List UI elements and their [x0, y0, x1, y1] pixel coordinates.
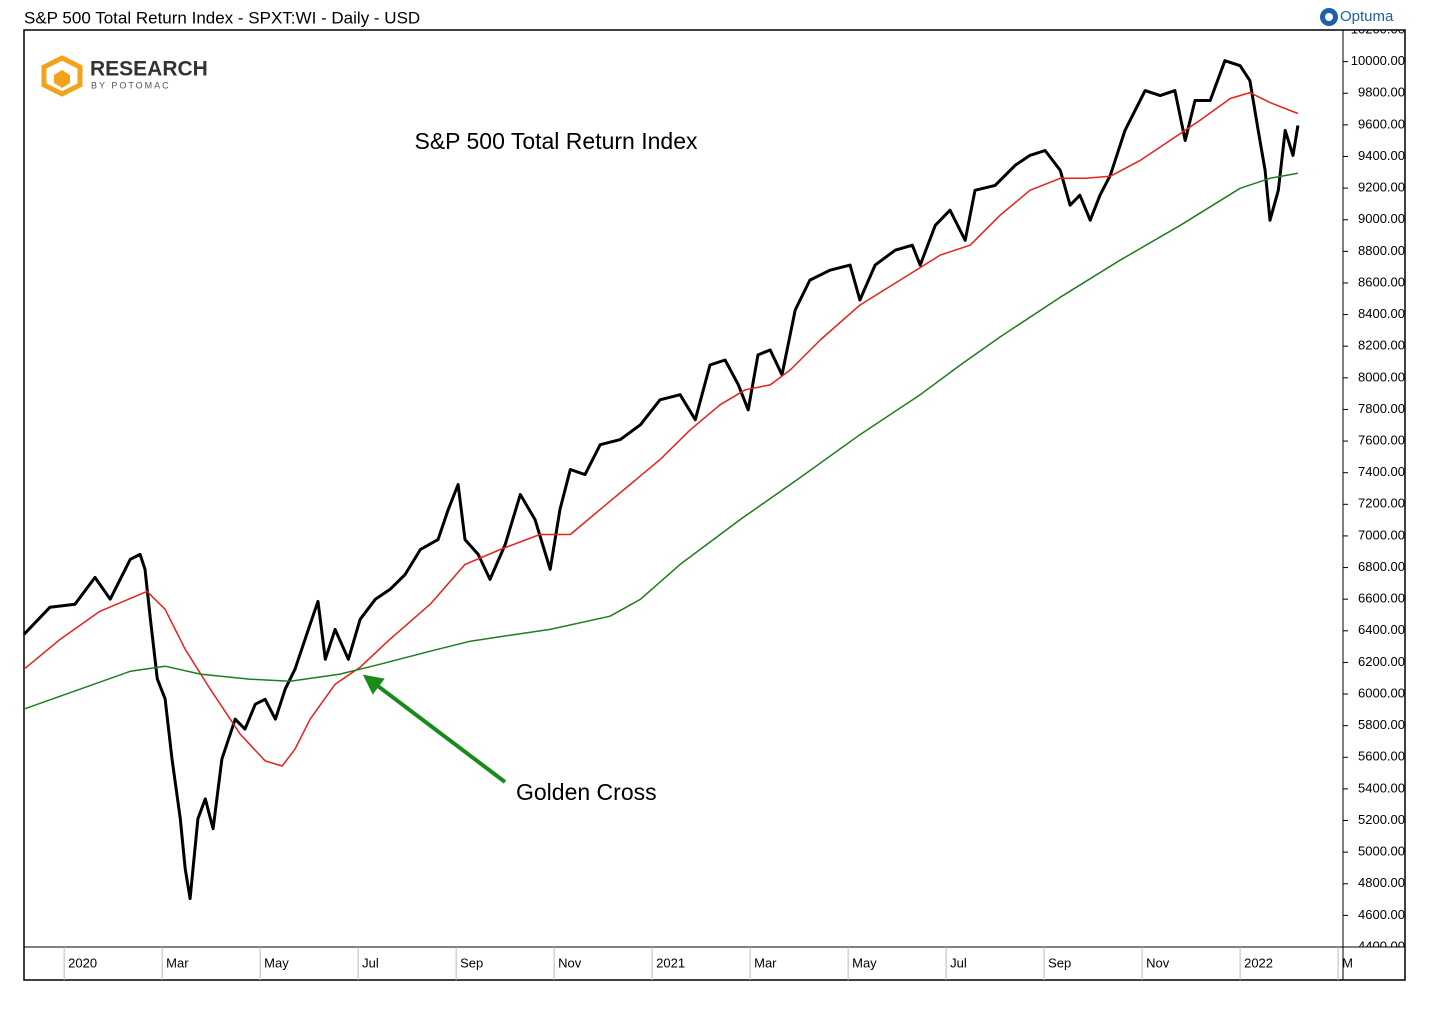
x-tick-label: Nov — [558, 955, 582, 970]
y-tick-label: 7800.00 — [1358, 401, 1405, 416]
moving-average — [23, 172, 1299, 710]
logo: RESEARCH BY POTOMAC — [41, 55, 208, 97]
y-tick-label: 5800.00 — [1358, 717, 1405, 732]
y-tick-label: 5400.00 — [1358, 780, 1405, 795]
y-tick-label: 9400.00 — [1358, 148, 1405, 163]
x-tick-label: Sep — [1048, 955, 1071, 970]
header-title: S&P 500 Total Return Index - SPXT:WI - D… — [24, 8, 420, 27]
x-tick-label: 2021 — [656, 955, 685, 970]
x-tick-label: Sep — [460, 955, 483, 970]
x-tick-label: Nov — [1146, 955, 1170, 970]
y-tick-label: 10200.00 — [1351, 21, 1405, 36]
y-tick-label: 6000.00 — [1358, 685, 1405, 700]
y-tick-label: 5600.00 — [1358, 749, 1405, 764]
x-tick-label: M — [1342, 955, 1353, 970]
annotation-arrow — [362, 674, 507, 784]
y-tick-label: 6400.00 — [1358, 622, 1405, 637]
x-tick-label: May — [852, 955, 877, 970]
y-tick-label: 4400.00 — [1358, 938, 1405, 953]
y-tick-label: 9200.00 — [1358, 180, 1405, 195]
x-tick-label: Mar — [166, 955, 189, 970]
logo-sub: BY POTOMAC — [91, 80, 171, 90]
annotation: Golden Cross — [516, 779, 657, 805]
y-tick-label: 8200.00 — [1358, 338, 1405, 353]
brand: Optuma — [1340, 8, 1394, 25]
x-tick-label: Mar — [754, 955, 777, 970]
y-tick-label: 8000.00 — [1358, 369, 1405, 384]
moving-average — [23, 91, 1299, 767]
y-tick-label: 4600.00 — [1358, 907, 1405, 922]
y-tick-label: 10000.00 — [1351, 53, 1405, 68]
x-tick-label: Jul — [362, 955, 379, 970]
y-tick-label: 7200.00 — [1358, 496, 1405, 511]
chart-title: S&P 500 Total Return Index — [414, 128, 698, 154]
y-tick-label: 8600.00 — [1358, 274, 1405, 289]
y-axis: 4400.00 4600.00 4800.00 5000.00 5200.00 5400.… — [1343, 21, 1405, 953]
x-tick-label: 2020 — [68, 955, 97, 970]
y-tick-label: 7600.00 — [1358, 433, 1405, 448]
y-tick-label: 9000.00 — [1358, 211, 1405, 226]
y-tick-label: 5200.00 — [1358, 812, 1405, 827]
y-tick-label: 9600.00 — [1358, 116, 1405, 131]
x-tick-label: Jul — [950, 955, 967, 970]
y-tick-label: 4800.00 — [1358, 875, 1405, 890]
y-tick-label: 8400.00 — [1358, 306, 1405, 321]
y-tick-label: 7000.00 — [1358, 527, 1405, 542]
price-line — [22, 59, 1300, 901]
y-tick-label: 6200.00 — [1358, 654, 1405, 669]
x-tick-label: 2022 — [1244, 955, 1273, 970]
y-tick-label: 5000.00 — [1358, 844, 1405, 859]
logo-icon — [41, 55, 83, 97]
logo-icon-inner — [54, 70, 70, 88]
y-tick-label: 8800.00 — [1358, 243, 1405, 258]
x-tick-label: May — [264, 955, 289, 970]
brand-icon-hole — [1325, 13, 1333, 21]
y-tick-label: 9800.00 — [1358, 85, 1405, 100]
logo-name: RESEARCH — [90, 58, 208, 81]
y-tick-label: 7400.00 — [1358, 464, 1405, 479]
y-tick-label: 6600.00 — [1358, 591, 1405, 606]
y-tick-label: 6800.00 — [1358, 559, 1405, 574]
frame — [23, 29, 1406, 981]
